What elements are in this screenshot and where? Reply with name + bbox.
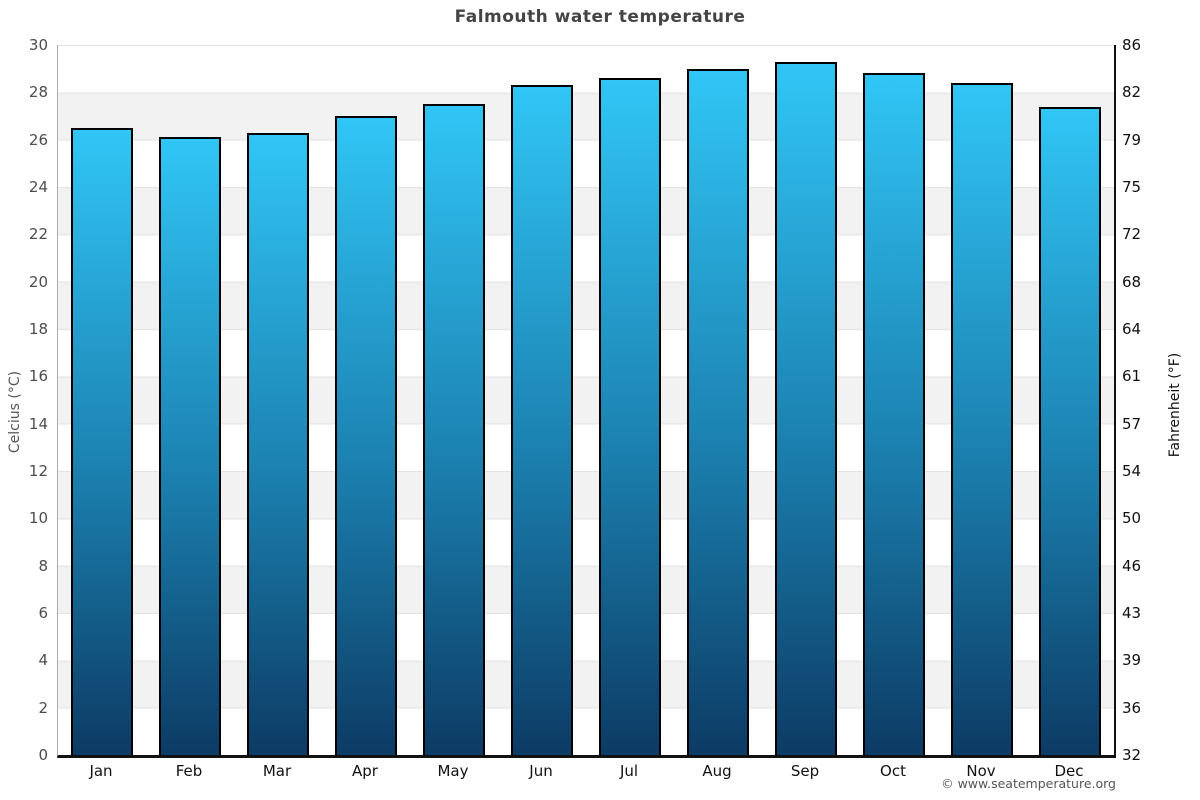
bars-container xyxy=(58,45,1114,755)
bar-apr xyxy=(335,116,397,755)
y-tick-celsius-24: 24 xyxy=(28,178,48,196)
y-tick-fahrenheit-39: 39 xyxy=(1122,651,1142,670)
y-tick-fahrenheit-43: 43 xyxy=(1122,604,1142,622)
y-axis-left-ticks: 30 28 26 24 22 20 18 16 14 12 10 8 6 4 2 0 xyxy=(0,38,48,763)
bar-feb xyxy=(159,137,221,755)
y-tick-celsius-18: 18 xyxy=(28,320,48,338)
y-tick-fahrenheit-36: 36 xyxy=(1122,698,1142,717)
x-label-may: May xyxy=(437,762,469,780)
x-label-mar: Mar xyxy=(262,762,292,780)
x-label-jun: Jun xyxy=(529,762,553,780)
y-tick-fahrenheit-72: 72 xyxy=(1122,225,1142,244)
x-label-nov: Nov xyxy=(966,762,996,780)
y-tick-celsius-4: 4 xyxy=(38,651,48,670)
bar-jan xyxy=(71,127,133,755)
y-tick-celsius-26: 26 xyxy=(28,130,48,149)
y-tick-fahrenheit-75: 75 xyxy=(1122,178,1142,196)
y-tick-celsius-2: 2 xyxy=(38,698,48,717)
bar-may xyxy=(423,104,485,755)
y-tick-fahrenheit-61: 61 xyxy=(1122,367,1142,386)
x-label-feb: Feb xyxy=(175,762,203,780)
y-tick-celsius-12: 12 xyxy=(28,462,48,480)
y-tick-celsius-14: 14 xyxy=(28,414,48,433)
y-tick-celsius-20: 20 xyxy=(28,272,48,291)
chart-title: Falmouth water temperature xyxy=(454,7,746,27)
y-tick-fahrenheit-86: 86 xyxy=(1122,36,1142,54)
bar-sep xyxy=(775,61,837,755)
y-axis-left-title: Celcius (°C) xyxy=(7,370,23,454)
y-tick-fahrenheit-64: 64 xyxy=(1122,320,1142,338)
y-tick-fahrenheit-57: 57 xyxy=(1122,414,1142,433)
y-axis-right-ticks: 86 82 79 75 72 68 64 61 57 54 50 46 43 39 36 32 xyxy=(1122,38,1182,763)
bar-dec xyxy=(1039,106,1101,755)
x-label-oct: Oct xyxy=(880,762,906,780)
y-tick-fahrenheit-32: 32 xyxy=(1122,746,1142,764)
y-tick-celsius-16: 16 xyxy=(28,367,48,386)
copyright-credit: © www.seatemperature.org xyxy=(941,776,1116,791)
bar-nov xyxy=(951,82,1013,755)
y-tick-fahrenheit-46: 46 xyxy=(1122,556,1142,575)
y-tick-celsius-22: 22 xyxy=(28,225,48,244)
y-tick-celsius-6: 6 xyxy=(38,604,48,622)
y-tick-fahrenheit-82: 82 xyxy=(1122,83,1142,102)
x-label-jan: Jan xyxy=(89,762,113,780)
x-label-aug: Aug xyxy=(702,762,732,780)
y-tick-celsius-10: 10 xyxy=(28,509,48,528)
y-tick-fahrenheit-68: 68 xyxy=(1122,272,1142,291)
y-tick-fahrenheit-54: 54 xyxy=(1122,462,1142,480)
bar-jul xyxy=(599,78,661,755)
x-label-jul: Jul xyxy=(619,762,639,780)
y-tick-celsius-30: 30 xyxy=(28,36,48,54)
x-label-dec: Dec xyxy=(1054,762,1084,780)
x-label-apr: Apr xyxy=(352,762,378,780)
bar-jun xyxy=(511,85,573,755)
y-tick-fahrenheit-50: 50 xyxy=(1122,509,1142,528)
bar-aug xyxy=(687,68,749,755)
y-tick-celsius-28: 28 xyxy=(28,83,48,102)
bar-mar xyxy=(247,132,309,755)
y-tick-celsius-8: 8 xyxy=(38,556,48,575)
plot-area xyxy=(57,45,1116,758)
y-tick-celsius-0: 0 xyxy=(38,746,48,764)
bar-oct xyxy=(863,73,925,755)
y-axis-right-title: Fahrenheit (°F) xyxy=(1167,352,1183,458)
y-tick-fahrenheit-79: 79 xyxy=(1122,130,1142,149)
x-axis-labels: Jan Feb Mar Apr May Jun Jul Aug Sep Oct Nov Dec xyxy=(57,762,1113,780)
x-label-sep: Sep xyxy=(790,762,820,780)
